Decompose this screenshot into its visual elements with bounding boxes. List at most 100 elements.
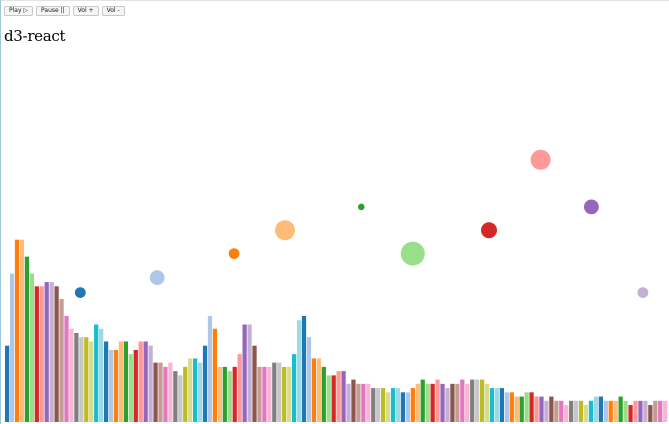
frequency-bar bbox=[489, 388, 495, 422]
frequency-bar bbox=[623, 400, 628, 422]
frequency-bar bbox=[633, 400, 638, 422]
beat-circle bbox=[637, 287, 649, 298]
frequency-bar bbox=[549, 396, 554, 422]
beat-circles bbox=[74, 149, 649, 298]
frequency-bar bbox=[336, 371, 341, 422]
frequency-bar bbox=[19, 239, 25, 422]
frequency-bar bbox=[133, 349, 138, 422]
frequency-bar bbox=[564, 405, 569, 422]
frequency-bar bbox=[9, 273, 15, 422]
frequency-bar bbox=[14, 239, 20, 422]
frequency-bar bbox=[118, 341, 124, 422]
frequency-bar bbox=[188, 358, 193, 422]
frequency-bar bbox=[163, 366, 168, 422]
volume-down-button[interactable]: Vol - bbox=[101, 6, 125, 16]
beat-circle bbox=[74, 287, 86, 298]
frequency-bar bbox=[509, 392, 514, 422]
frequency-bar bbox=[371, 388, 376, 422]
frequency-bar bbox=[529, 392, 534, 422]
frequency-bar bbox=[173, 371, 178, 422]
frequency-bar bbox=[638, 400, 643, 422]
frequency-bar bbox=[524, 392, 529, 422]
frequency-bar bbox=[341, 371, 346, 422]
frequency-bar bbox=[232, 366, 237, 422]
frequency-bar bbox=[420, 379, 425, 422]
frequency-bar bbox=[484, 383, 490, 422]
frequency-bar bbox=[267, 366, 272, 422]
app-title: d3-react bbox=[4, 27, 66, 45]
frequency-bar bbox=[34, 286, 39, 422]
frequency-bar bbox=[272, 362, 277, 422]
left-border bbox=[0, 0, 1, 424]
frequency-bar bbox=[287, 366, 292, 422]
frequency-bar bbox=[306, 337, 312, 422]
frequency-bar bbox=[74, 332, 79, 422]
frequency-bar bbox=[504, 392, 509, 422]
frequency-bar bbox=[583, 405, 589, 422]
frequency-bar bbox=[499, 388, 505, 422]
frequency-bar bbox=[282, 366, 287, 422]
frequency-bar bbox=[658, 400, 663, 422]
frequency-bar bbox=[247, 324, 252, 422]
frequency-bar bbox=[450, 383, 455, 422]
frequency-bar bbox=[193, 358, 198, 422]
frequency-bar bbox=[514, 396, 519, 422]
volume-up-button[interactable]: Vol + bbox=[72, 6, 99, 16]
frequency-bar bbox=[385, 392, 391, 422]
frequency-bar bbox=[648, 405, 653, 422]
frequency-bar bbox=[138, 341, 143, 422]
frequency-bar bbox=[598, 396, 603, 422]
frequency-bar bbox=[331, 375, 336, 422]
frequency-bar bbox=[94, 324, 99, 422]
frequency-bar bbox=[158, 362, 163, 422]
frequency-bar bbox=[415, 383, 420, 422]
frequency-bar bbox=[356, 383, 361, 422]
frequency-bar bbox=[430, 383, 435, 422]
frequency-bar bbox=[460, 379, 465, 422]
frequency-bars bbox=[5, 239, 668, 422]
frequency-bar bbox=[663, 400, 668, 422]
frequency-bar bbox=[405, 392, 411, 422]
frequency-bar bbox=[183, 366, 188, 422]
frequency-bar bbox=[628, 405, 633, 422]
frequency-bar bbox=[519, 396, 524, 422]
frequency-bar bbox=[227, 371, 232, 422]
frequency-bar bbox=[440, 383, 445, 422]
frequency-bar bbox=[207, 316, 213, 422]
frequency-bar bbox=[346, 383, 351, 422]
frequency-bar bbox=[79, 337, 84, 422]
frequency-bar bbox=[252, 345, 257, 422]
frequency-bar bbox=[544, 400, 549, 422]
frequency-bar bbox=[653, 400, 658, 422]
frequency-bar bbox=[103, 341, 109, 422]
frequency-bar bbox=[390, 388, 396, 422]
frequency-bar bbox=[5, 345, 10, 422]
frequency-bar bbox=[569, 400, 574, 422]
frequency-bar bbox=[54, 286, 59, 422]
play-button[interactable]: Play ▷ bbox=[4, 6, 34, 16]
frequency-bar bbox=[494, 388, 500, 422]
frequency-bar bbox=[326, 375, 331, 422]
frequency-bar bbox=[475, 379, 480, 422]
frequency-bar bbox=[361, 383, 366, 422]
frequency-bar bbox=[202, 345, 208, 422]
frequency-bar bbox=[608, 400, 613, 422]
frequency-bar bbox=[168, 362, 173, 422]
frequency-bar bbox=[128, 354, 133, 422]
frequency-bar bbox=[197, 362, 203, 422]
beat-circle bbox=[358, 203, 365, 211]
frequency-bar bbox=[212, 328, 218, 422]
frequency-bar bbox=[613, 400, 618, 422]
frequency-bar bbox=[108, 349, 114, 422]
frequency-bar bbox=[395, 388, 401, 422]
frequency-bar bbox=[237, 354, 242, 422]
frequency-bar bbox=[539, 396, 544, 422]
frequency-bar bbox=[24, 256, 30, 422]
frequency-bar bbox=[84, 337, 89, 422]
frequency-bar bbox=[64, 316, 69, 422]
frequency-bar bbox=[410, 388, 415, 422]
frequency-bar bbox=[153, 362, 158, 422]
frequency-bar bbox=[123, 341, 128, 422]
frequency-bar bbox=[143, 341, 148, 422]
pause-button[interactable]: Pause || bbox=[36, 6, 70, 16]
